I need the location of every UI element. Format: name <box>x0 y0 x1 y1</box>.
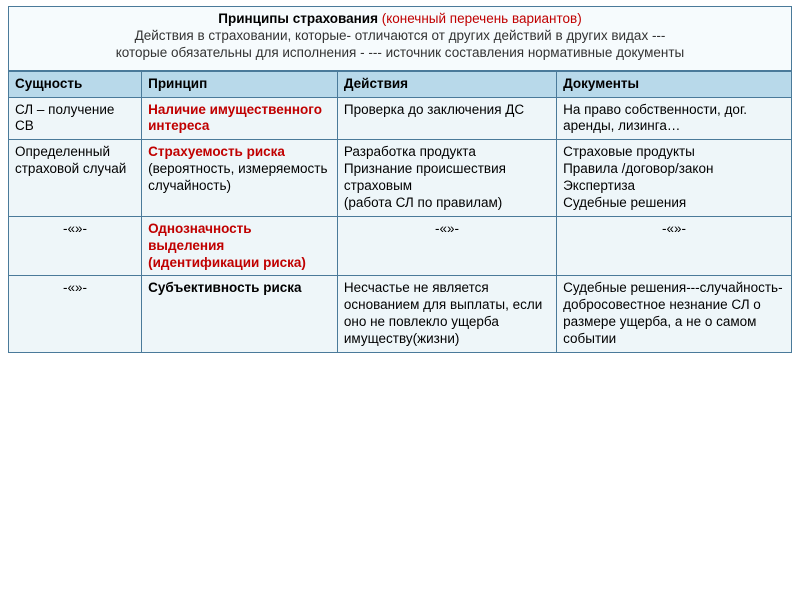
cell-docs: Судебные решения---случайность-добросове… <box>557 276 792 353</box>
header-line-1: Принципы страхования (конечный перечень … <box>19 11 781 28</box>
principle-main: Наличие имущественного интереса <box>148 102 322 134</box>
cell-actions: Проверка до заключения ДС <box>337 97 556 140</box>
principle-sub: (вероятность, измеряемость случайность) <box>148 161 327 193</box>
cell-principle: Наличие имущественного интереса <box>142 97 338 140</box>
header-title: Принципы страхования <box>218 11 378 26</box>
col-docs: Документы <box>557 71 792 97</box>
header-line-2: Действия в страховании, которые- отличаю… <box>19 28 781 45</box>
header-line-3: которые обязательны для исполнения - ---… <box>19 45 781 62</box>
cell-essence: -«»- <box>9 216 142 276</box>
cell-docs: На право собственности, дог. аренды, лиз… <box>557 97 792 140</box>
cell-essence: -«»- <box>9 276 142 353</box>
table-row: СЛ – получение СВ Наличие имущественного… <box>9 97 792 140</box>
cell-actions: Разработка продуктаПризнание происшестви… <box>337 140 556 217</box>
principle-main: Субъективность риска <box>148 280 301 295</box>
cell-essence: Определенный страховой случай <box>9 140 142 217</box>
table-header-row: Сущность Принцип Действия Документы <box>9 71 792 97</box>
cell-actions: Несчастье не является основанием для вып… <box>337 276 556 353</box>
table-row: -«»- Однозначность выделения (идентифика… <box>9 216 792 276</box>
principles-table: Сущность Принцип Действия Документы СЛ –… <box>8 71 792 353</box>
cell-docs: -«»- <box>557 216 792 276</box>
cell-essence: СЛ – получение СВ <box>9 97 142 140</box>
cell-principle: Однозначность выделения (идентификации р… <box>142 216 338 276</box>
header-variant: (конечный перечень вариантов) <box>378 11 582 26</box>
cell-actions: -«»- <box>337 216 556 276</box>
cell-principle: Субъективность риска <box>142 276 338 353</box>
principle-main: Страхуемость риска <box>148 144 285 159</box>
header-box: Принципы страхования (конечный перечень … <box>8 6 792 71</box>
col-essence: Сущность <box>9 71 142 97</box>
table-row: Определенный страховой случай Страхуемос… <box>9 140 792 217</box>
col-actions: Действия <box>337 71 556 97</box>
cell-docs: Страховые продуктыПравила /договор/закон… <box>557 140 792 217</box>
cell-principle: Страхуемость риска (вероятность, измеряе… <box>142 140 338 217</box>
table-row: -«»- Субъективность риска Несчастье не я… <box>9 276 792 353</box>
principle-main: Однозначность выделения (идентификации р… <box>148 221 306 270</box>
col-principle: Принцип <box>142 71 338 97</box>
